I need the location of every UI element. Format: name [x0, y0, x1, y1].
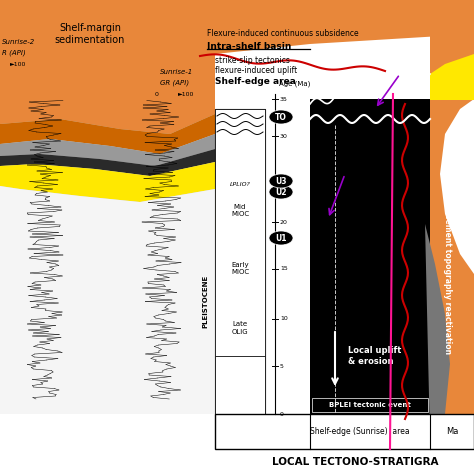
Polygon shape	[0, 94, 215, 414]
Text: 5: 5	[280, 364, 284, 368]
Bar	[215, 109, 265, 414]
Polygon shape	[0, 186, 215, 414]
Text: U3: U3	[275, 176, 287, 185]
Text: strike-slip tectonics: strike-slip tectonics	[215, 55, 290, 64]
Polygon shape	[430, 0, 474, 439]
Text: BPLEI tectonic event: BPLEI tectonic event	[329, 402, 411, 408]
Text: Basement topography reactivation: Basement topography reactivation	[444, 203, 453, 355]
Polygon shape	[0, 0, 215, 134]
Ellipse shape	[269, 174, 293, 188]
Bar	[215, 179, 265, 189]
Bar	[312, 398, 428, 412]
Text: 20: 20	[280, 219, 288, 225]
Ellipse shape	[269, 231, 293, 245]
Text: LPLIO?: LPLIO?	[229, 182, 250, 186]
Text: Sunrise-2: Sunrise-2	[2, 39, 35, 45]
Text: 35: 35	[280, 97, 288, 101]
Text: Late
OLIG: Late OLIG	[232, 321, 248, 335]
Text: 0: 0	[155, 92, 159, 97]
Text: Shelf-edge (Sunrise)  area: Shelf-edge (Sunrise) area	[310, 427, 410, 436]
Text: Mid
MIOC: Mid MIOC	[231, 203, 249, 217]
Text: Intra-shelf basin: Intra-shelf basin	[207, 42, 292, 51]
Polygon shape	[0, 162, 215, 202]
Text: Age (Ma): Age (Ma)	[279, 81, 310, 87]
Bar	[310, 99, 430, 439]
Text: Flexure-induced continuous subsidence: Flexure-induced continuous subsidence	[207, 28, 359, 37]
Text: 0: 0	[280, 411, 284, 417]
Text: LOCAL TECTONO-STRATIGRA: LOCAL TECTONO-STRATIGRA	[272, 457, 438, 467]
Text: 25: 25	[280, 173, 288, 179]
Bar	[215, 296, 265, 356]
Text: flexure-induced uplift: flexure-induced uplift	[215, 65, 297, 74]
Text: Local uplift
& erosion: Local uplift & erosion	[348, 346, 401, 366]
Text: ►100: ►100	[178, 92, 194, 97]
Polygon shape	[0, 134, 215, 166]
Polygon shape	[425, 224, 450, 439]
Text: Shelf-edge area: Shelf-edge area	[215, 76, 296, 85]
Text: U1: U1	[275, 234, 287, 243]
Text: Sunrise-1: Sunrise-1	[160, 69, 193, 75]
Bar	[215, 236, 265, 296]
Bar	[215, 109, 265, 356]
Polygon shape	[0, 0, 474, 54]
Ellipse shape	[269, 110, 293, 124]
Text: Early
MIOC: Early MIOC	[231, 262, 249, 274]
Text: TO: TO	[275, 112, 287, 121]
Text: U2: U2	[275, 188, 287, 197]
Text: ►100: ►100	[10, 62, 27, 67]
Bar	[215, 189, 265, 414]
Text: GR (API): GR (API)	[160, 79, 189, 85]
Text: Ma: Ma	[446, 427, 458, 436]
Text: 30: 30	[280, 134, 288, 138]
Ellipse shape	[269, 185, 293, 199]
Polygon shape	[430, 54, 474, 100]
Text: 10: 10	[280, 317, 288, 321]
Polygon shape	[0, 114, 215, 154]
Text: 15: 15	[280, 266, 288, 272]
Text: Shelf-margin
sedimentation: Shelf-margin sedimentation	[55, 23, 125, 45]
Bar	[215, 179, 265, 236]
Text: R (API): R (API)	[2, 49, 26, 55]
Polygon shape	[0, 149, 215, 176]
Bar	[215, 414, 474, 449]
Text: PLEISTOCENE: PLEISTOCENE	[202, 275, 208, 328]
